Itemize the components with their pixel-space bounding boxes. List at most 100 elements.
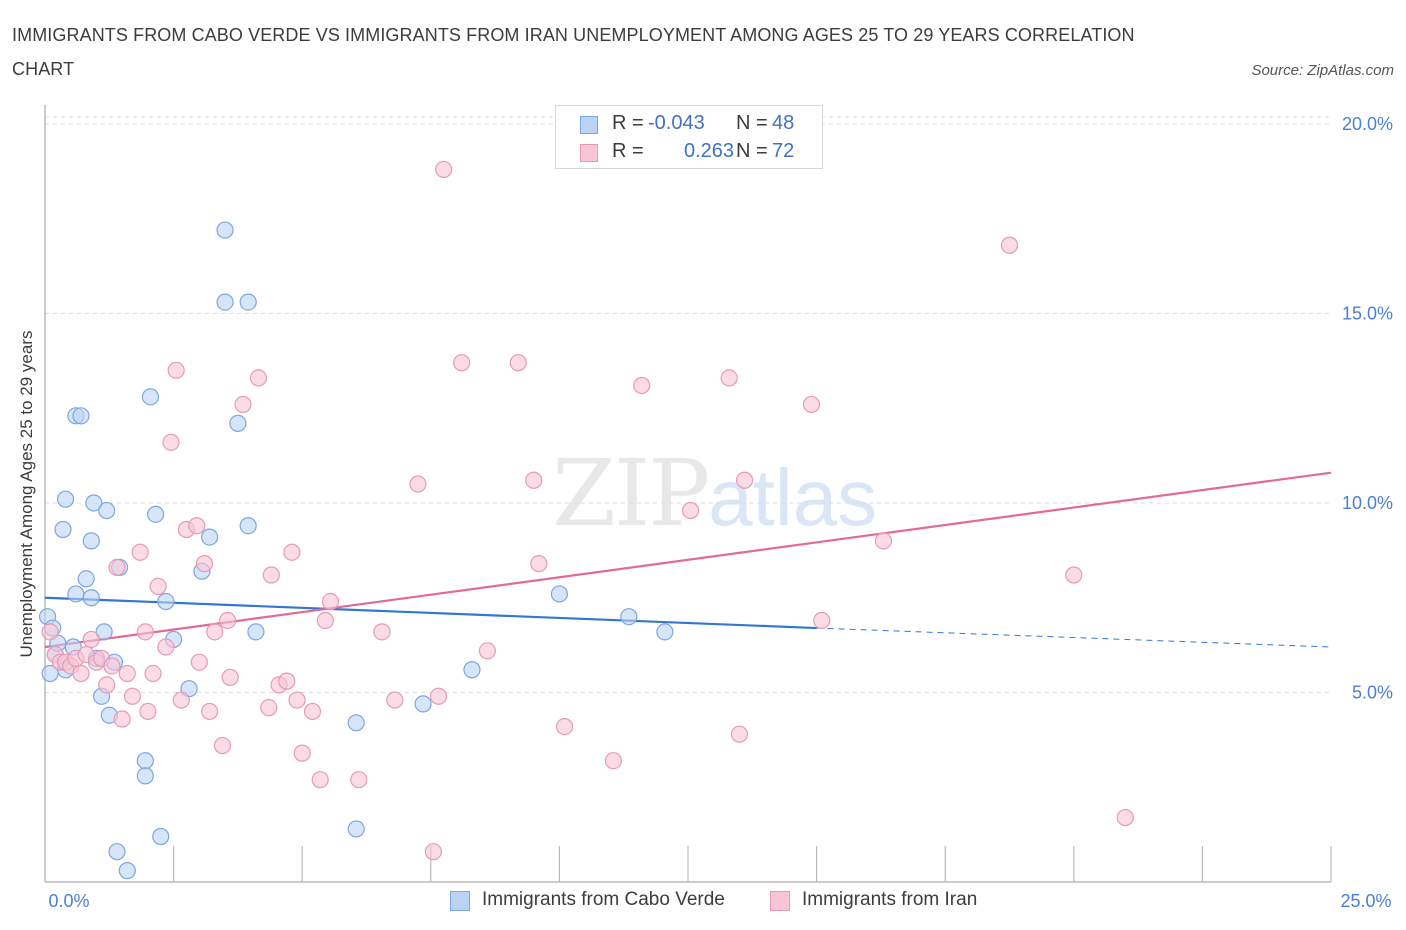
iran-point bbox=[249, 369, 268, 387]
bottom-legend-label: Immigrants from Cabo Verde bbox=[482, 889, 725, 910]
x-tick-label: 25.0% bbox=[1340, 891, 1391, 911]
trend-layer bbox=[44, 471, 1332, 649]
axis-layer bbox=[44, 105, 1332, 883]
label-layer: 5.0% 10.0% 15.0% 20.0% 0.0% 25.0% bbox=[48, 114, 1393, 911]
iran-point bbox=[149, 577, 167, 595]
cabo-verde-point bbox=[550, 585, 569, 603]
iran-point bbox=[424, 843, 442, 861]
iran-point bbox=[509, 354, 527, 372]
cabo-verde-point bbox=[67, 585, 85, 603]
iran-point bbox=[1065, 566, 1083, 584]
iran-point bbox=[123, 687, 142, 705]
iran-point bbox=[1116, 808, 1134, 827]
iran-trend-line bbox=[44, 471, 1332, 649]
cabo-verde-point bbox=[141, 388, 160, 406]
iran-point bbox=[720, 369, 738, 387]
watermark-zip: ZIP bbox=[552, 440, 710, 547]
legend-n-label: N = bbox=[736, 112, 768, 134]
iran-point bbox=[525, 471, 543, 489]
iran-point bbox=[813, 611, 831, 630]
iran-point bbox=[144, 664, 162, 683]
iran-point bbox=[321, 592, 340, 611]
bottom-legend-swatch-blue bbox=[450, 891, 470, 911]
source-label: Source: ZipAtlas.com bbox=[1251, 62, 1394, 79]
cabo-verde-point bbox=[414, 695, 432, 713]
y-tick-label: 15.0% bbox=[1342, 303, 1393, 323]
legend-swatch-blue bbox=[580, 116, 598, 134]
bottom-legend-swatch-pink bbox=[770, 891, 790, 911]
cabo-verde-point bbox=[157, 592, 175, 611]
y-axis-label: Unemployment Among Ages 25 to 29 years bbox=[17, 331, 36, 658]
iran-point bbox=[735, 471, 754, 489]
iran-point bbox=[409, 475, 427, 493]
iran-point bbox=[386, 691, 404, 709]
bottom-legend-label: Immigrants from Iran bbox=[802, 889, 978, 910]
iran-point bbox=[283, 543, 301, 561]
iran-point bbox=[118, 664, 136, 683]
iran-point bbox=[1000, 236, 1019, 254]
x-tick-label: 0.0% bbox=[48, 891, 89, 911]
iran-point bbox=[316, 611, 334, 630]
iran-point bbox=[278, 672, 296, 690]
legend-n-label: N = bbox=[736, 140, 768, 162]
cabo-verde-point bbox=[136, 752, 154, 770]
iran-point bbox=[293, 744, 311, 762]
iran-point bbox=[72, 664, 90, 683]
iran-point bbox=[478, 642, 496, 660]
y-tick-label: 5.0% bbox=[1352, 682, 1393, 702]
iran-point bbox=[213, 736, 232, 755]
cabo-verde-point bbox=[108, 843, 126, 861]
iran-point bbox=[167, 361, 185, 379]
iran-point bbox=[219, 611, 237, 630]
cabo-verde-point bbox=[216, 293, 234, 311]
iran-point bbox=[136, 623, 154, 641]
cabo-verde-point bbox=[118, 862, 136, 880]
iran-point bbox=[260, 699, 278, 717]
iran-point bbox=[633, 376, 651, 395]
iran-point bbox=[681, 501, 700, 520]
iran-point bbox=[131, 543, 149, 561]
iran-point bbox=[802, 395, 821, 414]
iran-point bbox=[82, 630, 100, 649]
legend-r-value: -0.043 bbox=[648, 112, 705, 134]
iran-point bbox=[429, 687, 448, 705]
iran-point bbox=[188, 517, 206, 535]
iran-point bbox=[98, 676, 116, 694]
cabo-verde-point bbox=[82, 532, 100, 550]
cabo-verde-trend-extension bbox=[816, 627, 1332, 648]
cabo-verde-point bbox=[77, 570, 95, 588]
cabo-verde-point bbox=[656, 623, 674, 641]
correlation-legend: R = -0.043 N = 48 R = 0.263 N = 72 bbox=[555, 105, 823, 169]
iran-point bbox=[172, 691, 190, 709]
cabo-verde-point bbox=[56, 490, 75, 508]
cabo-verde-point bbox=[239, 293, 257, 311]
y-tick-label: 10.0% bbox=[1342, 493, 1393, 513]
cabo-verde-point bbox=[216, 221, 234, 239]
iran-point bbox=[730, 725, 749, 743]
iran-point bbox=[530, 555, 548, 573]
cabo-verde-point bbox=[136, 767, 154, 785]
iran-point bbox=[139, 702, 157, 721]
iran-point bbox=[555, 717, 574, 736]
iran-point bbox=[195, 555, 214, 573]
watermark-atlas: atlas bbox=[708, 453, 878, 542]
points-layer bbox=[38, 160, 1134, 880]
cabo-verde-point bbox=[98, 501, 116, 520]
cabo-verde-point bbox=[239, 517, 257, 535]
cabo-verde-point bbox=[201, 528, 219, 546]
cabo-verde-point bbox=[463, 661, 481, 679]
cabo-verde-point bbox=[229, 414, 247, 432]
cabo-verde-point bbox=[146, 505, 165, 523]
iran-point bbox=[190, 653, 208, 671]
iran-point bbox=[221, 668, 239, 686]
cabo-verde-point bbox=[54, 520, 72, 539]
cabo-verde-point bbox=[247, 623, 265, 641]
cabo-verde-point bbox=[82, 589, 100, 607]
iran-point bbox=[157, 638, 175, 656]
cabo-verde-point bbox=[620, 608, 638, 626]
legend-r-value: 0.263 bbox=[684, 140, 735, 162]
iran-point bbox=[108, 558, 126, 577]
iran-point bbox=[874, 532, 893, 550]
iran-point bbox=[288, 691, 306, 709]
cabo-verde-point bbox=[85, 494, 103, 512]
